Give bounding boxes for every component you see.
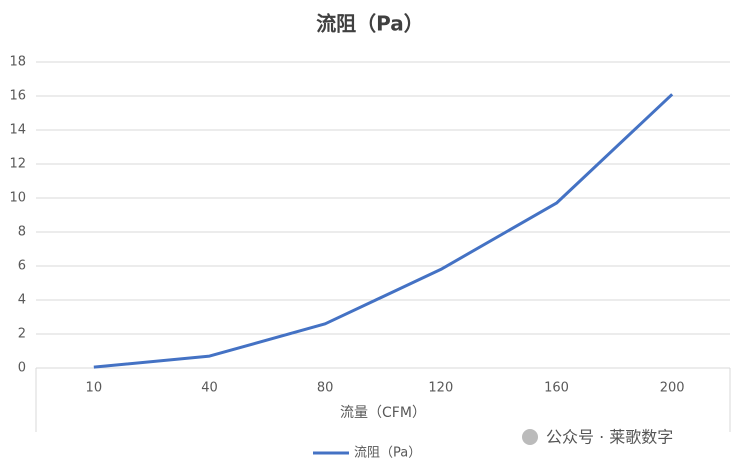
watermark-text: 公众号 · 莱歌数字 (546, 428, 673, 447)
series-line (93, 93, 674, 369)
y-tick-label: 14 (9, 123, 26, 138)
y-tick-label: 0 (18, 361, 26, 376)
x-tick-label: 10 (86, 381, 103, 396)
y-tick-label: 10 (9, 191, 26, 206)
y-tick-label: 8 (18, 225, 26, 240)
x-tick-label: 80 (317, 381, 334, 396)
watermark: 公众号 · 莱歌数字 (522, 428, 673, 447)
y-tick-label: 4 (18, 293, 26, 308)
x-tick-label: 200 (660, 381, 685, 396)
x-tick-label: 120 (428, 381, 453, 396)
x-tick-label: 40 (201, 381, 218, 396)
y-tick-label: 2 (18, 327, 26, 342)
y-tick-label: 12 (9, 157, 26, 172)
x-tick-label: 160 (544, 381, 569, 396)
chart-title: 流阻（Pa） (316, 12, 424, 36)
watermark-icon (522, 429, 538, 445)
x-axis-title: 流量（CFM） (340, 405, 426, 421)
legend-label: 流阻（Pa） (354, 446, 421, 461)
y-tick-label: 6 (18, 259, 26, 274)
y-tick-label: 18 (9, 55, 26, 70)
y-tick-label: 16 (9, 89, 26, 104)
